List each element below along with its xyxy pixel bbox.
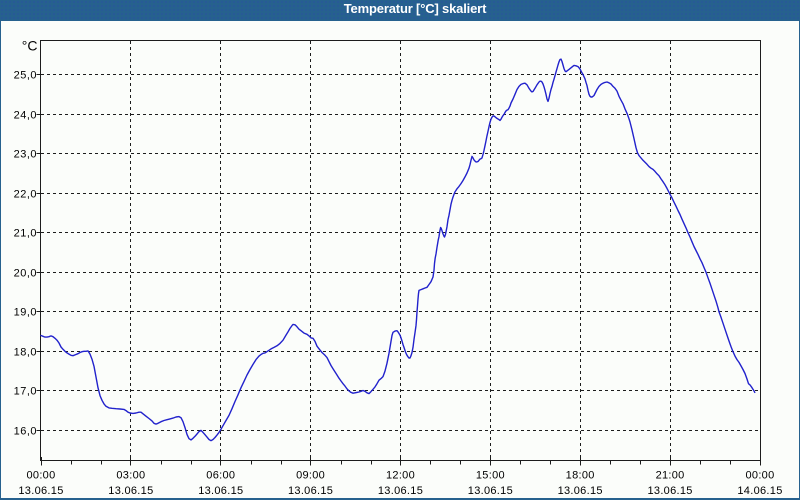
svg-text:12:00: 12:00 [386, 470, 415, 482]
svg-text:13.06.15: 13.06.15 [108, 485, 153, 497]
svg-text:21:00: 21:00 [656, 470, 685, 482]
svg-text:13.06.15: 13.06.15 [18, 485, 63, 497]
svg-text:03:00: 03:00 [116, 470, 145, 482]
svg-text:15:00: 15:00 [476, 470, 505, 482]
svg-text:13.06.15: 13.06.15 [198, 485, 243, 497]
svg-text:22,0: 22,0 [14, 189, 37, 201]
svg-text:25,0: 25,0 [14, 70, 37, 82]
svg-text:13.06.15: 13.06.15 [288, 485, 333, 497]
svg-text:00:00: 00:00 [745, 470, 774, 482]
svg-text:18:00: 18:00 [566, 470, 595, 482]
svg-text:13.06.15: 13.06.15 [378, 485, 423, 497]
svg-text:09:00: 09:00 [296, 470, 325, 482]
svg-text:23,0: 23,0 [14, 149, 37, 161]
svg-text:°C: °C [22, 38, 38, 54]
svg-text:17,0: 17,0 [14, 386, 37, 398]
svg-text:18,0: 18,0 [14, 347, 37, 359]
svg-text:21,0: 21,0 [14, 228, 37, 240]
svg-text:13.06.15: 13.06.15 [647, 485, 692, 497]
svg-text:00:00: 00:00 [26, 470, 55, 482]
svg-text:13.06.15: 13.06.15 [558, 485, 603, 497]
svg-text:20,0: 20,0 [14, 268, 37, 280]
svg-text:24,0: 24,0 [14, 110, 37, 122]
svg-text:13.06.15: 13.06.15 [468, 485, 513, 497]
svg-text:14.06.15: 14.06.15 [737, 485, 782, 497]
svg-text:06:00: 06:00 [206, 470, 235, 482]
svg-text:19,0: 19,0 [14, 307, 37, 319]
svg-text:16,0: 16,0 [14, 426, 37, 438]
